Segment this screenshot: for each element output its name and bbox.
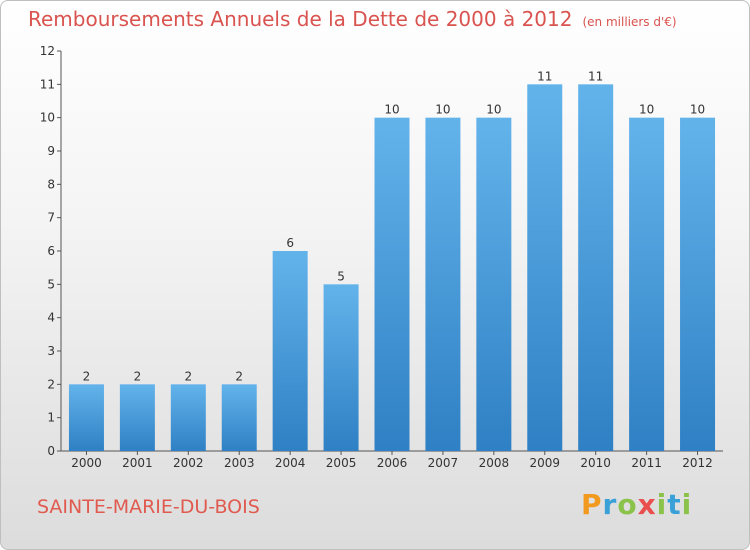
bar <box>425 117 461 452</box>
x-tick-label: 2011 <box>631 456 662 470</box>
bar-value-label: 2 <box>235 369 243 383</box>
logo-letter: i <box>656 488 668 521</box>
logo-letter: o <box>617 488 638 521</box>
logo-letter: x <box>637 488 657 521</box>
bar <box>578 84 614 451</box>
logo-letter: P <box>581 488 603 521</box>
y-tick-label: 7 <box>47 211 55 225</box>
x-tick-label: 2007 <box>428 456 459 470</box>
y-tick-label: 4 <box>47 311 55 325</box>
chart-title-text: Remboursements Annuels de la Dette de 20… <box>28 7 573 31</box>
x-tick-label: 2012 <box>682 456 713 470</box>
bar-value-label: 11 <box>588 69 603 83</box>
bar-value-label: 11 <box>537 69 552 83</box>
x-tick-label: 2000 <box>71 456 102 470</box>
bar <box>374 117 410 452</box>
y-tick-label: 2 <box>47 377 55 391</box>
y-tick-label: 11 <box>40 77 55 91</box>
bar <box>527 84 563 451</box>
y-tick-label: 3 <box>47 344 55 358</box>
bar <box>119 384 155 451</box>
chart-subtitle: (en milliers d'€) <box>582 15 677 29</box>
bar-value-label: 6 <box>286 236 294 250</box>
x-tick-label: 2004 <box>275 456 306 470</box>
y-tick-label: 5 <box>47 277 55 291</box>
x-tick-label: 2009 <box>529 456 560 470</box>
logo-letter: t <box>667 488 682 521</box>
x-tick-label: 2001 <box>122 456 153 470</box>
y-tick-label: 0 <box>47 444 55 458</box>
bar <box>272 251 308 451</box>
y-tick-label: 10 <box>40 111 55 125</box>
bar-value-label: 10 <box>435 103 450 117</box>
bar <box>323 284 359 451</box>
bar <box>68 384 104 451</box>
x-tick-label: 2002 <box>173 456 204 470</box>
bar-value-label: 2 <box>134 369 142 383</box>
chart-title: Remboursements Annuels de la Dette de 20… <box>28 7 677 31</box>
y-tick-label: 6 <box>47 244 55 258</box>
proxiti-logo: Proxiti <box>581 488 692 521</box>
x-tick-label: 2005 <box>326 456 357 470</box>
bar-value-label: 10 <box>639 103 654 117</box>
logo-letter: r <box>602 488 618 521</box>
bar <box>221 384 257 451</box>
bar-value-label: 2 <box>184 369 192 383</box>
bar <box>170 384 206 451</box>
y-tick-label: 1 <box>47 411 55 425</box>
bar-value-label: 2 <box>83 369 91 383</box>
bar <box>629 117 665 452</box>
bar-value-label: 10 <box>690 103 705 117</box>
x-tick-label: 2006 <box>377 456 408 470</box>
bar-value-label: 10 <box>486 103 501 117</box>
y-tick-label: 12 <box>40 44 55 58</box>
bars: 2 2 2 2 6 5 10 10 10 11 11 10 10 <box>68 69 716 452</box>
logo-letter: i <box>681 488 693 521</box>
x-tick-label: 2003 <box>224 456 255 470</box>
x-tick-label: 2008 <box>479 456 510 470</box>
y-tick-label: 9 <box>47 144 55 158</box>
x-tick-label: 2010 <box>580 456 611 470</box>
bar <box>476 117 512 452</box>
bar-value-label: 10 <box>384 103 399 117</box>
y-tick-label: 8 <box>47 177 55 191</box>
bar-value-label: 5 <box>337 269 345 283</box>
bar <box>680 117 716 452</box>
commune-name: SAINTE-MARIE-DU-BOIS <box>37 496 260 518</box>
